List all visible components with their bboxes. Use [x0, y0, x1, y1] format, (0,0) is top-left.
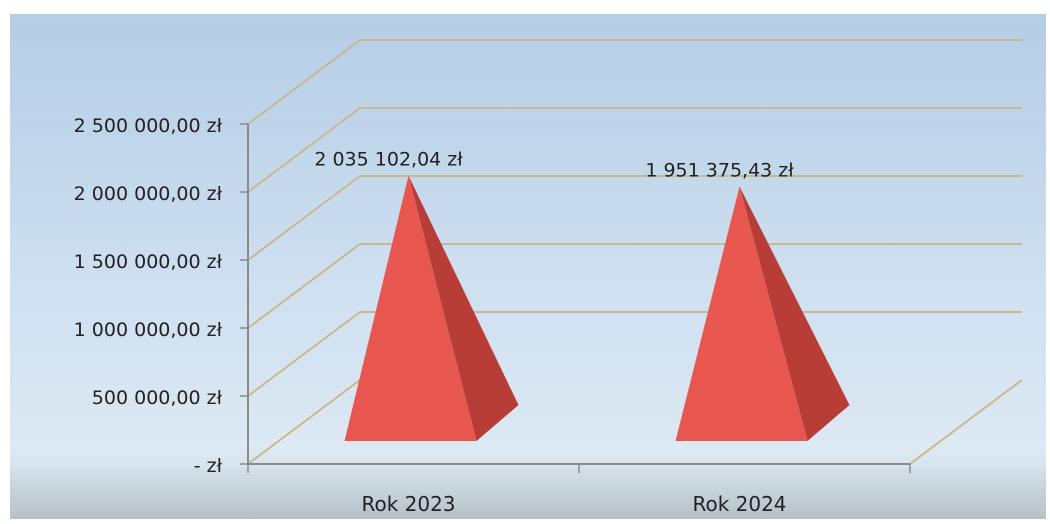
- y-tick-label: 500 000,00 zł: [92, 387, 223, 409]
- y-tick-label: 2 000 000,00 zł: [74, 183, 223, 205]
- gridline-side: [247, 107, 361, 193]
- gridline-side: [247, 175, 361, 261]
- gridline-side: [247, 243, 361, 329]
- bar-side: [739, 186, 850, 441]
- gridline-side: [247, 39, 361, 125]
- y-tick-label: 1 500 000,00 zł: [74, 251, 223, 273]
- bar: [344, 175, 477, 442]
- data-label: 1 951 375,43 zł: [645, 160, 794, 182]
- bars-layer: [344, 175, 850, 442]
- chart-floor-band: [10, 468, 1046, 519]
- chart-background: [10, 14, 1046, 519]
- x-tick-label: Rok 2024: [692, 492, 786, 516]
- y-tick-label: 1 000 000,00 zł: [74, 319, 223, 341]
- x-tick-label: Rok 2023: [361, 492, 455, 516]
- data-label: 2 035 102,04 zł: [314, 149, 463, 171]
- y-tick-label: - zł: [194, 455, 223, 477]
- floor-right-edge: [909, 379, 1023, 465]
- labels-layer: - zł 500 000,00 zł 1 000 000,00 zł 1 500 00…: [74, 115, 795, 516]
- bar: [675, 186, 808, 441]
- gridline-side: [247, 379, 361, 465]
- bar-side: [408, 175, 519, 442]
- grid-layer: [247, 39, 1023, 465]
- axis-layer: [240, 123, 911, 473]
- gridline-side: [247, 311, 361, 397]
- y-tick-label: 2 500 000,00 zł: [74, 115, 223, 137]
